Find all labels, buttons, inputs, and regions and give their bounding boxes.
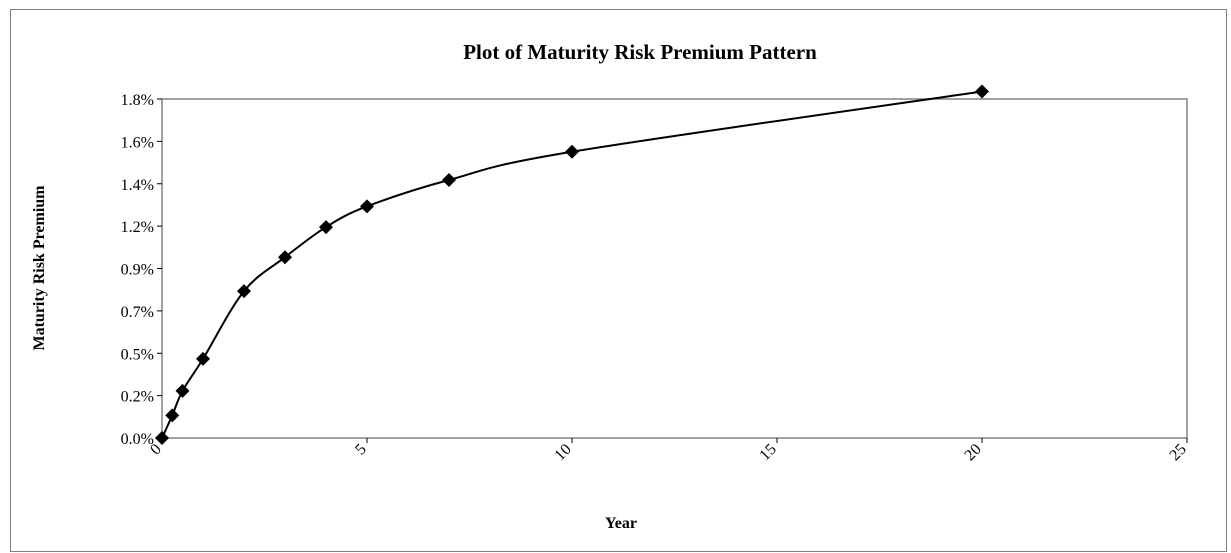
- plot-area: [161, 98, 1188, 439]
- y-tick-label: 0.0%: [121, 431, 154, 448]
- y-tick-label: 1.2%: [121, 219, 154, 236]
- data-point-marker: [360, 199, 374, 214]
- y-tick-label: 0.2%: [121, 389, 154, 406]
- data-point-marker: [975, 84, 989, 99]
- data-point-marker: [237, 284, 251, 299]
- data-point-marker: [165, 408, 180, 423]
- x-tick-label: 5: [352, 441, 370, 459]
- x-axis-title: Year: [605, 515, 637, 532]
- x-tick-label: 25: [1166, 441, 1189, 464]
- y-tick-label: 0.9%: [121, 262, 154, 279]
- data-point-marker: [319, 220, 333, 235]
- data-point-marker: [565, 144, 579, 159]
- series-line: [161, 90, 983, 439]
- markers: [155, 84, 989, 445]
- y-axis: 0.0% 0.2% 0.5% 0.7% 0.9% 1.2% 1.4% 1.6% 1.8%: [121, 92, 162, 448]
- y-tick-label: 1.4%: [121, 177, 154, 194]
- y-tick-label: 1.6%: [121, 134, 154, 151]
- chart-title: Plot of Maturity Risk Premium Pattern: [463, 40, 817, 64]
- x-tick-label: 10: [551, 441, 574, 464]
- data-point-marker: [155, 431, 169, 445]
- y-tick-label: 1.8%: [121, 92, 154, 109]
- y-tick-label: 0.7%: [121, 304, 154, 321]
- x-tick-label: 15: [756, 441, 779, 464]
- y-tick-label: 0.5%: [121, 346, 154, 363]
- x-axis: 0 5 10 15 20 25: [147, 438, 1190, 464]
- data-point-marker: [196, 351, 210, 366]
- x-tick-label: 20: [961, 441, 984, 464]
- data-point-marker: [442, 172, 456, 187]
- data-point-marker: [175, 383, 190, 398]
- y-axis-title: Maturity Risk Premium: [31, 185, 48, 351]
- data-point-marker: [278, 250, 292, 265]
